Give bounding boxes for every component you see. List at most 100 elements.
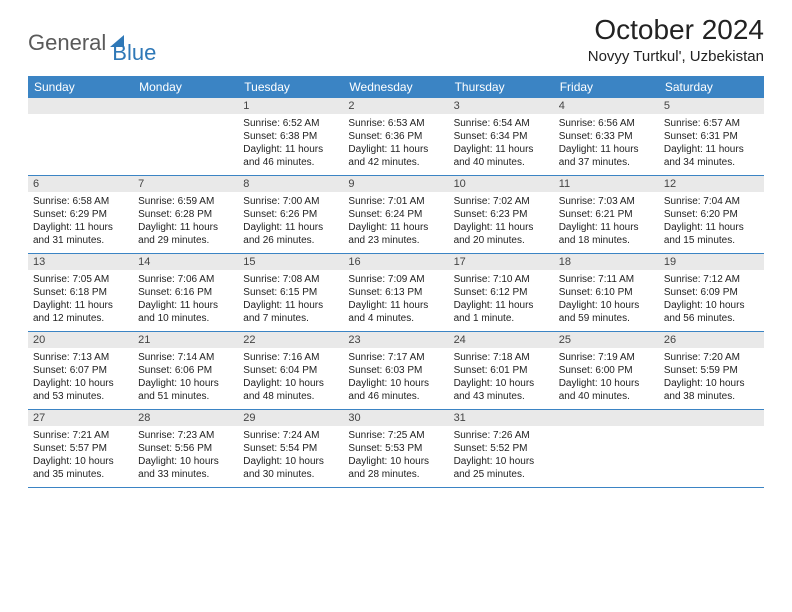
sunset-line: Sunset: 5:52 PM (454, 442, 549, 455)
calendar-table: Sunday Monday Tuesday Wednesday Thursday… (28, 76, 764, 488)
daylight-line: Daylight: 11 hours and 46 minutes. (243, 143, 338, 169)
day-number: 27 (28, 410, 133, 426)
sunrise-line: Sunrise: 7:12 AM (664, 273, 759, 286)
daylight-line: Daylight: 10 hours and 46 minutes. (348, 377, 443, 403)
sunrise-line: Sunrise: 7:18 AM (454, 351, 549, 364)
calendar-week-row: 6Sunrise: 6:58 AMSunset: 6:29 PMDaylight… (28, 176, 764, 254)
day-cell: 18Sunrise: 7:11 AMSunset: 6:10 PMDayligh… (554, 254, 659, 332)
day-cell: 6Sunrise: 6:58 AMSunset: 6:29 PMDaylight… (28, 176, 133, 254)
sunset-line: Sunset: 5:59 PM (664, 364, 759, 377)
sunset-line: Sunset: 6:24 PM (348, 208, 443, 221)
daylight-line: Daylight: 11 hours and 37 minutes. (559, 143, 654, 169)
sunrise-line: Sunrise: 7:25 AM (348, 429, 443, 442)
day-details (554, 426, 659, 478)
daylight-line: Daylight: 11 hours and 20 minutes. (454, 221, 549, 247)
day-cell: 27Sunrise: 7:21 AMSunset: 5:57 PMDayligh… (28, 410, 133, 488)
sunrise-line: Sunrise: 7:23 AM (138, 429, 233, 442)
day-number: 15 (238, 254, 343, 270)
sunset-line: Sunset: 6:28 PM (138, 208, 233, 221)
sunrise-line: Sunrise: 7:13 AM (33, 351, 128, 364)
daylight-line: Daylight: 11 hours and 18 minutes. (559, 221, 654, 247)
day-details: Sunrise: 7:05 AMSunset: 6:18 PMDaylight:… (28, 270, 133, 331)
day-details: Sunrise: 7:02 AMSunset: 6:23 PMDaylight:… (449, 192, 554, 253)
day-cell: 14Sunrise: 7:06 AMSunset: 6:16 PMDayligh… (133, 254, 238, 332)
daylight-line: Daylight: 11 hours and 34 minutes. (664, 143, 759, 169)
day-cell: 7Sunrise: 6:59 AMSunset: 6:28 PMDaylight… (133, 176, 238, 254)
sunrise-line: Sunrise: 7:09 AM (348, 273, 443, 286)
day-details: Sunrise: 6:52 AMSunset: 6:38 PMDaylight:… (238, 114, 343, 175)
day-details: Sunrise: 7:00 AMSunset: 6:26 PMDaylight:… (238, 192, 343, 253)
col-wednesday: Wednesday (343, 76, 448, 98)
day-cell: 22Sunrise: 7:16 AMSunset: 6:04 PMDayligh… (238, 332, 343, 410)
sunset-line: Sunset: 6:20 PM (664, 208, 759, 221)
day-cell: 4Sunrise: 6:56 AMSunset: 6:33 PMDaylight… (554, 98, 659, 176)
day-cell: 9Sunrise: 7:01 AMSunset: 6:24 PMDaylight… (343, 176, 448, 254)
calendar-week-row: 27 Sunrise: 7:21 AMSunset: 5:57 PM Dayligh… (28, 410, 764, 488)
daylight-line: Daylight: 11 hours and 29 minutes. (138, 221, 233, 247)
daylight-line: Daylight: 11 hours and 42 minutes. (348, 143, 443, 169)
day-details: Sunrise: 7:06 AMSunset: 6:16 PMDaylight:… (133, 270, 238, 331)
sunset-line: Sunset: 6:18 PM (33, 286, 128, 299)
day-cell: 31 Sunrise: 7:26 AMSunset: 5:52 PMDayligh… (449, 410, 554, 488)
day-number: 31 (449, 410, 554, 426)
daylight-line: Daylight: 10 hours and 33 minutes. (138, 455, 233, 481)
sunset-line: Sunset: 6:03 PM (348, 364, 443, 377)
day-cell: 5Sunrise: 6:57 AMSunset: 6:31 PMDaylight… (659, 98, 764, 176)
day-cell: 24Sunrise: 7:18 AMSunset: 6:01 PMDayligh… (449, 332, 554, 410)
day-cell: 17Sunrise: 7:10 AMSunset: 6:12 PMDayligh… (449, 254, 554, 332)
sunrise-line: Sunrise: 7:05 AM (33, 273, 128, 286)
sunrise-line: Sunrise: 7:01 AM (348, 195, 443, 208)
sunrise-line: Sunrise: 7:21 AM (33, 429, 128, 442)
day-number (659, 410, 764, 426)
day-details: Sunrise: 6:56 AMSunset: 6:33 PMDaylight:… (554, 114, 659, 175)
daylight-line: Daylight: 11 hours and 26 minutes. (243, 221, 338, 247)
daylight-line: Daylight: 10 hours and 38 minutes. (664, 377, 759, 403)
sunrise-line: Sunrise: 7:02 AM (454, 195, 549, 208)
day-number: 4 (554, 98, 659, 114)
day-number: 5 (659, 98, 764, 114)
daylight-line: Daylight: 10 hours and 25 minutes. (454, 455, 549, 481)
day-details: Sunrise: 7:16 AMSunset: 6:04 PMDaylight:… (238, 348, 343, 409)
sunrise-line: Sunrise: 7:10 AM (454, 273, 549, 286)
day-number (554, 410, 659, 426)
sunset-line: Sunset: 5:54 PM (243, 442, 338, 455)
day-cell: 15Sunrise: 7:08 AMSunset: 6:15 PMDayligh… (238, 254, 343, 332)
day-details: Sunrise: 7:04 AMSunset: 6:20 PMDaylight:… (659, 192, 764, 253)
daylight-line: Daylight: 10 hours and 56 minutes. (664, 299, 759, 325)
daylight-line: Daylight: 11 hours and 7 minutes. (243, 299, 338, 325)
daylight-line: Daylight: 10 hours and 51 minutes. (138, 377, 233, 403)
day-cell: 2Sunrise: 6:53 AMSunset: 6:36 PMDaylight… (343, 98, 448, 176)
month-title: October 2024 (588, 14, 764, 46)
sunset-line: Sunset: 5:57 PM (33, 442, 128, 455)
day-cell: 21Sunrise: 7:14 AMSunset: 6:06 PMDayligh… (133, 332, 238, 410)
day-cell: 3Sunrise: 6:54 AMSunset: 6:34 PMDaylight… (449, 98, 554, 176)
daylight-line: Daylight: 10 hours and 30 minutes. (243, 455, 338, 481)
col-friday: Friday (554, 76, 659, 98)
day-details: Sunrise: 7:23 AMSunset: 5:56 PMDaylight:… (133, 426, 238, 487)
day-details: Sunrise: 6:53 AMSunset: 6:36 PMDaylight:… (343, 114, 448, 175)
day-details: Sunrise: 7:19 AMSunset: 6:00 PMDaylight:… (554, 348, 659, 409)
day-cell: 1Sunrise: 6:52 AMSunset: 6:38 PMDaylight… (238, 98, 343, 176)
sunrise-line: Sunrise: 6:53 AM (348, 117, 443, 130)
day-number: 26 (659, 332, 764, 348)
sunrise-line: Sunrise: 7:26 AM (454, 429, 549, 442)
day-details: Sunrise: 7:01 AMSunset: 6:24 PMDaylight:… (343, 192, 448, 253)
day-cell: 16Sunrise: 7:09 AMSunset: 6:13 PMDayligh… (343, 254, 448, 332)
day-number: 21 (133, 332, 238, 348)
brand-part2: Blue (112, 40, 156, 66)
sunset-line: Sunset: 6:12 PM (454, 286, 549, 299)
sunset-line: Sunset: 6:31 PM (664, 130, 759, 143)
day-details: Sunrise: 7:17 AMSunset: 6:03 PMDaylight:… (343, 348, 448, 409)
day-details: Sunrise: 7:11 AMSunset: 6:10 PMDaylight:… (554, 270, 659, 331)
day-cell: 13Sunrise: 7:05 AMSunset: 6:18 PMDayligh… (28, 254, 133, 332)
sunrise-line: Sunrise: 7:19 AM (559, 351, 654, 364)
sunset-line: Sunset: 6:15 PM (243, 286, 338, 299)
day-number: 14 (133, 254, 238, 270)
sunrise-line: Sunrise: 6:54 AM (454, 117, 549, 130)
sunset-line: Sunset: 6:36 PM (348, 130, 443, 143)
day-cell: 30Sunrise: 7:25 AMSunset: 5:53 PMDayligh… (343, 410, 448, 488)
daylight-line: Daylight: 10 hours and 48 minutes. (243, 377, 338, 403)
day-details: Sunrise: 7:25 AMSunset: 5:53 PMDaylight:… (343, 426, 448, 487)
sunset-line: Sunset: 5:56 PM (138, 442, 233, 455)
sunset-line: Sunset: 6:07 PM (33, 364, 128, 377)
